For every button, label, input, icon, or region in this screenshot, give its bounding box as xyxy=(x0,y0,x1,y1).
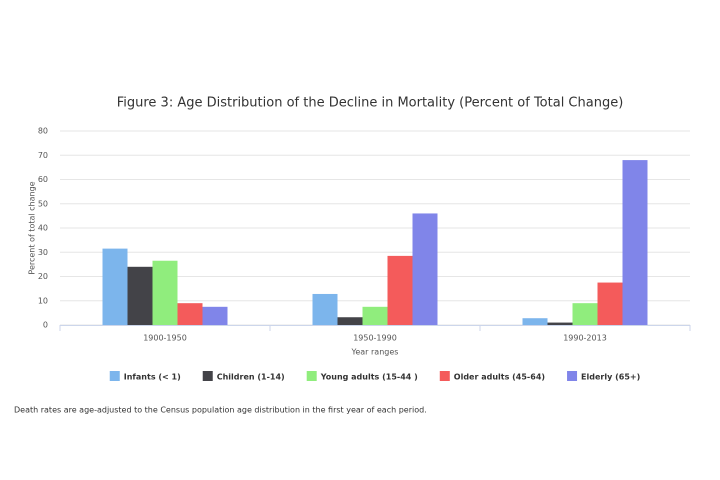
bar xyxy=(127,266,153,325)
y-tick-label: 30 xyxy=(38,248,48,257)
bar xyxy=(572,303,598,325)
legend-label[interactable]: Young adults (15-44 ) xyxy=(320,373,418,382)
y-tick-label: 50 xyxy=(38,199,48,208)
bar xyxy=(102,248,128,325)
y-axis-label: Percent of total change xyxy=(28,181,37,274)
bar xyxy=(312,293,338,325)
legend-label[interactable]: Older adults (45-64) xyxy=(454,373,545,382)
x-tick-label: 1950-1990 xyxy=(353,334,397,343)
bar xyxy=(387,255,413,325)
bar xyxy=(522,318,548,325)
legend-swatch[interactable] xyxy=(567,371,578,381)
bar xyxy=(597,282,623,325)
y-tick-label: 60 xyxy=(38,175,48,184)
y-tick-label: 40 xyxy=(38,224,48,233)
legend-label[interactable]: Elderly (65+) xyxy=(581,373,640,382)
x-axis-label: Year ranges xyxy=(351,348,399,357)
bar xyxy=(177,303,203,325)
bar xyxy=(622,160,648,325)
y-tick-label: 70 xyxy=(38,151,48,160)
bar xyxy=(202,306,228,325)
y-tick-label: 20 xyxy=(38,272,48,281)
footnote: Death rates are age-adjusted to the Cens… xyxy=(14,406,427,415)
bar xyxy=(337,317,363,325)
legend-swatch[interactable] xyxy=(109,371,120,381)
legend-swatch[interactable] xyxy=(202,371,213,381)
legend-swatch[interactable] xyxy=(306,371,317,381)
y-tick-label: 80 xyxy=(38,127,48,136)
legend-label[interactable]: Children (1-14) xyxy=(217,373,285,382)
legend-swatch[interactable] xyxy=(439,371,450,381)
legend-label[interactable]: Infants (< 1) xyxy=(124,373,181,382)
bar xyxy=(362,306,388,325)
bar xyxy=(412,213,438,325)
x-tick-label: 1900-1950 xyxy=(143,334,187,343)
x-tick-label: 1990-2013 xyxy=(563,334,607,343)
bar xyxy=(152,260,178,325)
bar xyxy=(547,322,573,325)
y-tick-label: 10 xyxy=(38,296,48,305)
y-tick-label: 0 xyxy=(43,321,48,330)
chart-title: Figure 3: Age Distribution of the Declin… xyxy=(117,96,624,111)
